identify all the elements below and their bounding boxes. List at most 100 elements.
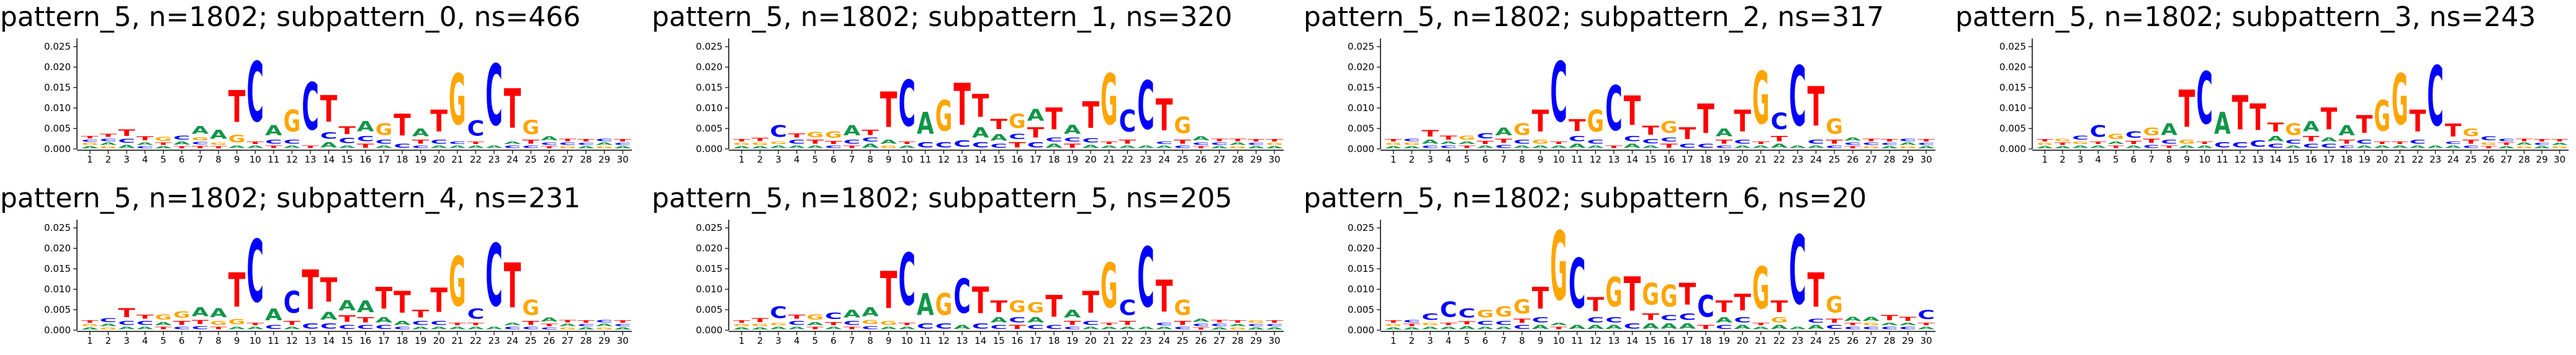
x-tick-label: 17 [1030, 154, 1042, 165]
y-tick-label: 0.005 [1348, 304, 1374, 315]
y-tick-label: 0.025 [696, 222, 723, 233]
logo-letter-A: A [430, 326, 448, 331]
logo-letter-C: C [1917, 308, 1935, 322]
logo-letter-G: G [2374, 92, 2390, 141]
logo-letter-T: T [825, 140, 842, 145]
logo-letter-C: C [246, 222, 264, 321]
logo-letter-C: C [990, 325, 1007, 331]
y-tick-label: 0.015 [696, 263, 723, 274]
logo-letter-T: T [788, 133, 806, 139]
logo-letter-A: A [1771, 143, 1788, 149]
logo-letter-A: A [898, 145, 916, 150]
logo-letter-C: C [1660, 314, 1678, 322]
logo-letter-C: C [1605, 316, 1623, 324]
logo-letter-A: A [320, 310, 338, 322]
x-tick-label: 12 [938, 335, 950, 346]
x-tick-label: 3 [2078, 154, 2084, 165]
x-tick-label: 15 [1645, 154, 1657, 165]
x-tick-label: 14 [975, 335, 986, 346]
x-tick-label: 24 [1158, 335, 1170, 346]
x-tick-label: 28 [1883, 335, 1895, 346]
logo-letter-C: C [1064, 326, 1081, 330]
x-tick-label: 11 [268, 154, 279, 165]
logo-letter-C: C [577, 143, 595, 146]
logo-letter-T: T [320, 272, 338, 310]
logo-letter-T: T [2338, 139, 2356, 145]
logo-letter-C: C [394, 143, 411, 150]
logo-letter-G: G [1587, 104, 1605, 139]
x-tick-label: 12 [2234, 154, 2246, 165]
logo-letter-A: A [1192, 136, 1210, 142]
y-tick-label: 0.010 [44, 102, 71, 114]
logo-letter-C: C [972, 322, 989, 330]
logo-letter-A: A [1403, 327, 1421, 330]
logo-letter-A: A [485, 326, 503, 331]
logo-letter-C: C [357, 325, 374, 331]
logo-letter-C: C [1679, 312, 1696, 322]
logo-letter-C: C [1403, 319, 1421, 323]
logo-letter-C: C [1119, 105, 1137, 140]
logo-letter-C: C [137, 146, 154, 149]
logo-letter-A: A [1101, 326, 1118, 331]
x-tick-label: 6 [179, 335, 185, 346]
logo-letter-G: G [2462, 127, 2479, 139]
logo-letter-T: T [449, 322, 466, 326]
logo-letter-T: T [1881, 314, 1899, 322]
logo-letter-G: G [228, 318, 246, 326]
logo-letter-T: T [1248, 138, 1265, 142]
logo-letter-C: C [265, 325, 282, 331]
logo-letter-A: A [898, 326, 916, 331]
logo-letter-T: T [898, 322, 916, 326]
x-tick-label: 2 [757, 154, 763, 165]
logo-letter-C: C [246, 45, 264, 141]
x-tick-label: 25 [1829, 335, 1840, 346]
x-tick-label: 13 [304, 335, 316, 346]
x-tick-label: 15 [993, 335, 1005, 346]
x-tick-label: 17 [1682, 335, 1693, 346]
y-tick-label: 0.005 [696, 123, 723, 134]
logo-letter-T: T [1569, 117, 1586, 135]
logo-letter-T: T [2179, 81, 2195, 139]
logo-letter-T: T [862, 128, 880, 137]
logo-letter-T: T [1266, 138, 1283, 142]
x-tick-label: 28 [580, 154, 592, 165]
x-tick-label: 13 [2252, 154, 2264, 165]
logo-letter-A: A [265, 123, 282, 139]
logo-panel-subpattern-3: pattern_5, n=1802; subpattern_3, ns=243 … [1955, 0, 2576, 174]
logo-letter-C: C [1082, 137, 1099, 144]
x-tick-label: 7 [2148, 154, 2155, 165]
logo-letter-A: A [1027, 316, 1045, 324]
x-tick-label: 22 [1773, 335, 1785, 346]
logo-letter-A: A [246, 145, 264, 150]
logo-letter-C: C [2480, 136, 2497, 142]
logo-letter-T: T [1101, 322, 1118, 326]
x-tick-label: 8 [215, 154, 222, 165]
x-tick-label: 19 [415, 154, 426, 165]
logo-letter-G: G [1229, 327, 1246, 330]
logo-letter-T: T [1513, 318, 1531, 324]
logo-letter-T: T [1752, 141, 1770, 145]
logo-letter-A: A [806, 321, 824, 326]
logo-letter-C: C [2410, 139, 2426, 145]
logo-letter-G: G [2143, 126, 2160, 138]
logo-letter-A: A [2125, 145, 2142, 149]
x-tick-label: 24 [507, 335, 518, 346]
x-tick-label: 5 [1464, 154, 1470, 165]
logo-letter-A: A [2427, 145, 2444, 149]
logo-letter-C: C [302, 322, 319, 330]
logo-letter-A: A [1734, 145, 1751, 150]
x-tick-label: 2 [2060, 154, 2066, 165]
logo-letter-C: C [338, 137, 356, 145]
logo-letter-A: A [2410, 145, 2426, 149]
logo-letter-T: T [898, 141, 916, 145]
x-tick-label: 14 [1626, 154, 1638, 165]
x-tick-label: 23 [488, 154, 500, 165]
logo-letter-C: C [376, 325, 393, 331]
logo-letter-T: T [2161, 145, 2177, 149]
logo-letter-A: A [210, 305, 227, 320]
logo-letter-C: C [825, 311, 842, 321]
logo-letter-C: C [1624, 135, 1641, 143]
logo-letter-C: C [2249, 139, 2266, 149]
logo-letter-T: T [1624, 88, 1641, 135]
logo-letter-A: A [1211, 146, 1228, 149]
